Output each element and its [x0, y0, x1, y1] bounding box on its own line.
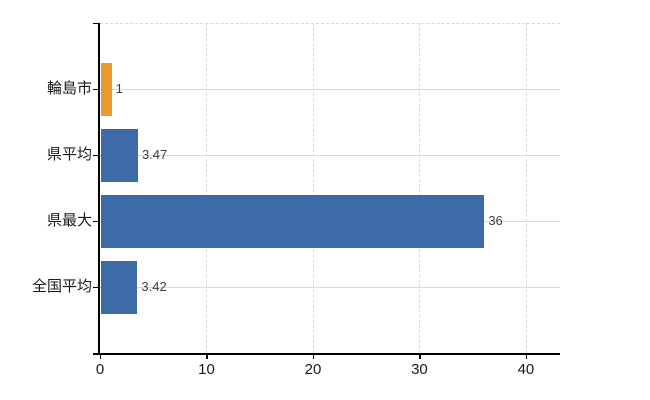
vertical-gridline	[525, 23, 527, 353]
y-axis-tick	[93, 23, 100, 25]
x-axis-tick	[206, 353, 208, 359]
vertical-gridline	[312, 23, 314, 353]
y-axis-tick	[93, 287, 100, 289]
category-label: 輪島市	[46, 80, 92, 97]
category-label: 全国平均	[31, 278, 92, 295]
plot-area-top-border	[100, 23, 560, 24]
bar-value-label: 1	[115, 81, 123, 96]
horizontal-gridline	[100, 287, 560, 288]
y-axis-tick	[93, 155, 100, 157]
category-label: 県最大	[46, 212, 92, 229]
x-axis-tick	[525, 353, 528, 359]
x-axis-line	[93, 353, 560, 355]
category-label: 県平均	[46, 146, 92, 163]
vertical-gridline	[419, 23, 421, 353]
y-axis-line	[98, 23, 100, 353]
bar-value-label: 3.47	[141, 147, 168, 162]
x-axis-tick-label: 30	[411, 361, 428, 378]
horizontal-gridline	[100, 155, 560, 156]
y-axis-tick	[93, 221, 100, 223]
x-axis-tick	[419, 353, 421, 359]
bar-1	[101, 128, 138, 182]
x-axis-tick-label: 40	[517, 361, 535, 378]
bar-value-label: 3.42	[141, 279, 167, 294]
x-axis-tick-label: 10	[198, 361, 215, 378]
bar-2	[101, 194, 485, 248]
bar-3	[101, 260, 138, 314]
x-axis-tick-label: 0	[95, 361, 105, 378]
x-axis-tick	[100, 353, 102, 359]
bar-0	[101, 62, 112, 116]
x-axis-tick-label: 20	[304, 361, 322, 378]
x-axis-tick	[312, 353, 315, 359]
y-axis-tick	[93, 89, 100, 91]
horizontal-gridline	[100, 89, 560, 90]
vertical-gridline	[206, 23, 208, 353]
bar-value-label: 36	[488, 213, 503, 228]
